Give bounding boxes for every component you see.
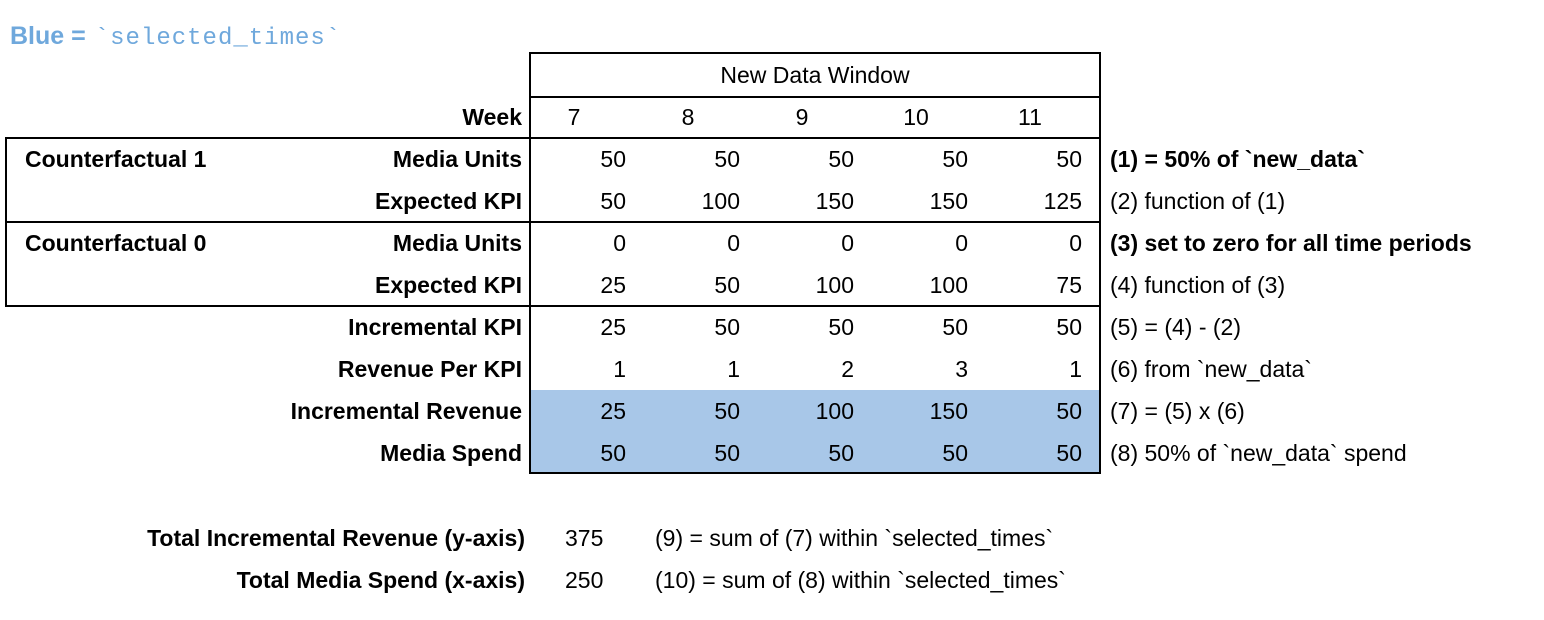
row-note: (5) = (4) - (2) xyxy=(1110,314,1241,340)
table-row: 50 100 150 150 125 xyxy=(530,180,1100,222)
table-cell: 50 xyxy=(828,146,854,172)
table-line-under-counterfactual-0 xyxy=(5,305,1101,307)
table-cell: 25 xyxy=(600,314,626,340)
table-cell: 100 xyxy=(815,398,854,424)
table-cell: 100 xyxy=(815,272,854,298)
row-note: (1) = 50% of `new_data` xyxy=(1110,146,1365,172)
legend-selected-times-code: `selected_times` xyxy=(94,25,342,52)
table-cell: 100 xyxy=(701,188,740,214)
table-cell: 1 xyxy=(613,356,626,382)
legend: Blue = `selected_times` xyxy=(10,18,341,54)
table-cell: 50 xyxy=(600,188,626,214)
table-cell: 25 xyxy=(600,272,626,298)
label-box-left-border xyxy=(5,137,7,307)
row-note: (8) 50% of `new_data` spend xyxy=(1110,440,1407,466)
total-incremental-revenue-value: 375 xyxy=(565,525,604,551)
table-cell: 50 xyxy=(1056,146,1082,172)
table-cell: 25 xyxy=(600,398,626,424)
week-number-row: 7 8 9 10 11 xyxy=(530,96,1100,138)
row-label: Expected KPI xyxy=(375,272,522,298)
table-row: 1 1 2 3 1 xyxy=(530,348,1100,390)
table-cell: 50 xyxy=(1056,440,1082,466)
table-cell: 50 xyxy=(942,440,968,466)
row-note: (2) function of (1) xyxy=(1110,188,1286,214)
table-cell: 100 xyxy=(929,272,968,298)
table-cell: 50 xyxy=(714,146,740,172)
row-label: Media Spend xyxy=(380,440,522,466)
table-cell: 50 xyxy=(714,314,740,340)
week-cell: 7 xyxy=(567,104,581,130)
table-cell: 0 xyxy=(1069,230,1082,256)
row-label: Incremental KPI xyxy=(348,314,522,340)
table-cell: 50 xyxy=(1056,398,1082,424)
row-label: Media Units xyxy=(392,146,522,172)
table-line-under-counterfactual-1 xyxy=(5,221,1101,223)
table-cell: 0 xyxy=(613,230,626,256)
row-note: (3) set to zero for all time periods xyxy=(1110,230,1472,256)
table-cell: 50 xyxy=(714,272,740,298)
table-line-under-week-row xyxy=(5,137,1101,139)
week-cell: 11 xyxy=(1018,104,1042,130)
new-data-window-header: New Data Window xyxy=(720,62,910,88)
row-note: (7) = (5) x (6) xyxy=(1110,398,1245,424)
table-row: 25 50 100 150 50 xyxy=(530,390,1100,432)
total-incremental-revenue-label: Total Incremental Revenue (y-axis) xyxy=(147,525,525,551)
table-cell: 0 xyxy=(955,230,968,256)
table-cell: 150 xyxy=(929,188,968,214)
table-cell: 50 xyxy=(714,440,740,466)
week-cell: 8 xyxy=(681,104,695,130)
table-cell: 50 xyxy=(714,398,740,424)
table-cell: 125 xyxy=(1043,188,1082,214)
row-note: (4) function of (3) xyxy=(1110,272,1286,298)
total-media-spend-label: Total Media Spend (x-axis) xyxy=(236,567,525,593)
row-note: (6) from `new_data` xyxy=(1110,356,1312,382)
group-label: Counterfactual 0 xyxy=(25,230,207,256)
table-cell: 0 xyxy=(841,230,854,256)
total-media-spend-value: 250 xyxy=(565,567,604,593)
legend-blue-label: Blue = xyxy=(10,22,86,50)
selected-times-highlight xyxy=(531,390,1099,472)
table-cell: 50 xyxy=(942,314,968,340)
table-row: 0 0 0 0 0 xyxy=(530,222,1100,264)
total-incremental-revenue-note: (9) = sum of (7) within `selected_times` xyxy=(655,525,1054,551)
table-row: 50 50 50 50 50 xyxy=(530,432,1100,474)
table-cell: 75 xyxy=(1056,272,1082,298)
table-cell: 50 xyxy=(828,314,854,340)
table-cell: 1 xyxy=(1069,356,1082,382)
table-row: 25 50 50 50 50 xyxy=(530,306,1100,348)
data-table-border xyxy=(529,52,1101,474)
table-cell: 50 xyxy=(600,146,626,172)
table-cell: 150 xyxy=(815,188,854,214)
week-cell: 9 xyxy=(795,104,809,130)
table-line-under-window-title xyxy=(529,96,1101,98)
table-cell: 1 xyxy=(727,356,740,382)
table-cell: 50 xyxy=(942,146,968,172)
row-label: Media Units xyxy=(392,230,522,256)
table-row: 25 50 100 100 75 xyxy=(530,264,1100,306)
row-label: Revenue Per KPI xyxy=(337,356,522,382)
table-cell: 3 xyxy=(955,356,968,382)
table-cell: 150 xyxy=(929,398,968,424)
table-row: 50 50 50 50 50 xyxy=(530,138,1100,180)
row-label: Incremental Revenue xyxy=(290,398,522,424)
table-cell: 50 xyxy=(828,440,854,466)
total-media-spend-note: (10) = sum of (8) within `selected_times… xyxy=(655,567,1066,593)
table-cell: 0 xyxy=(727,230,740,256)
week-row-label: Week xyxy=(462,104,522,130)
table-cell: 50 xyxy=(1056,314,1082,340)
group-label: Counterfactual 1 xyxy=(25,146,207,172)
week-cell: 10 xyxy=(903,104,929,130)
row-label: Expected KPI xyxy=(375,188,522,214)
table-cell: 50 xyxy=(600,440,626,466)
table-cell: 2 xyxy=(841,356,854,382)
